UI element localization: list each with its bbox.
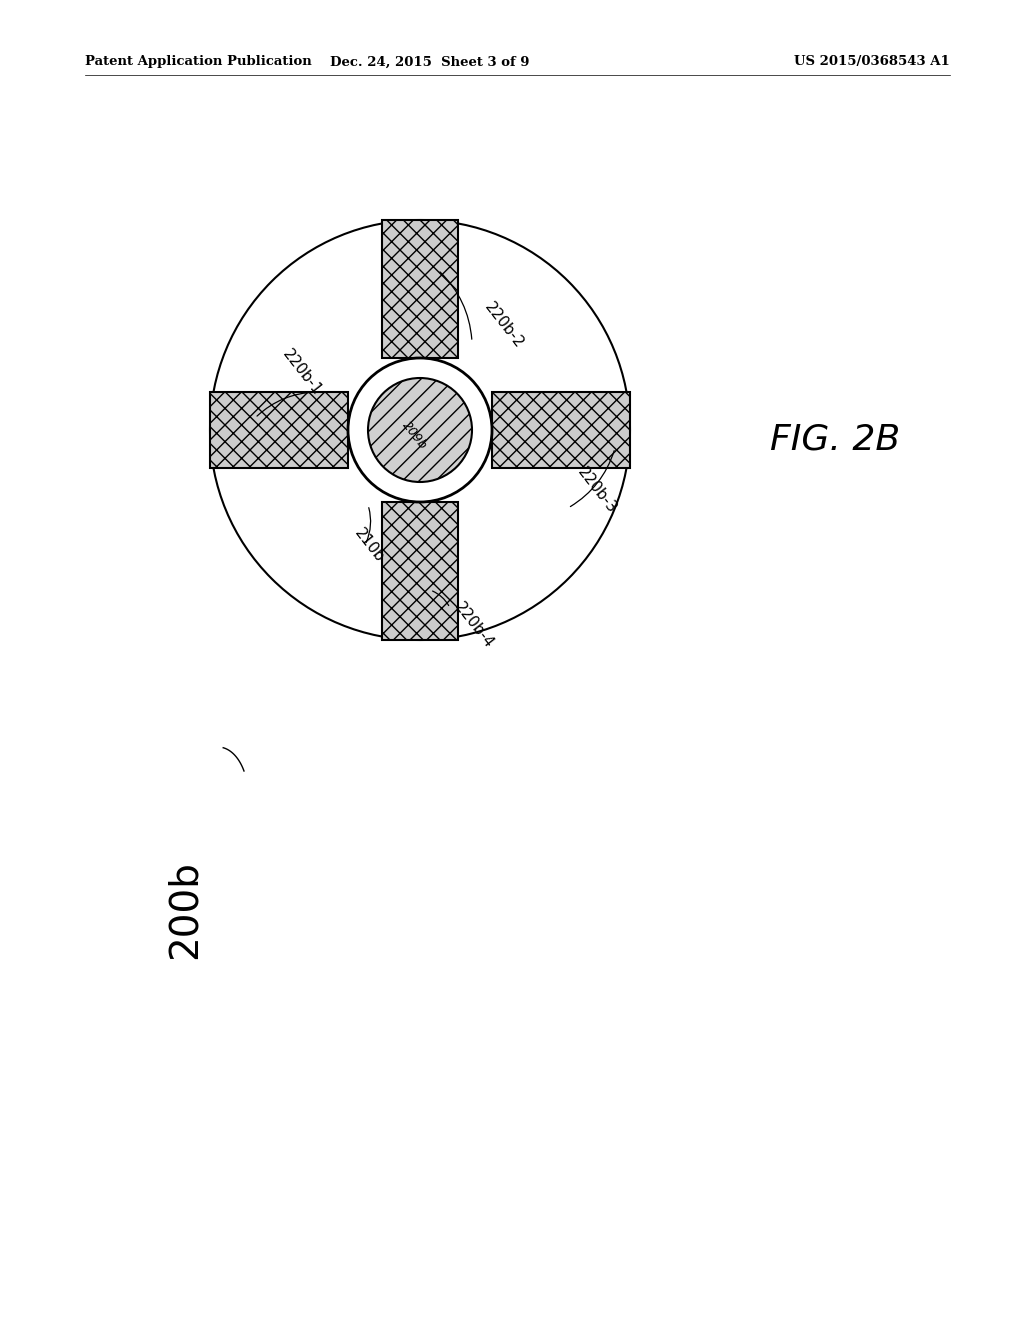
Bar xyxy=(382,220,458,358)
Bar xyxy=(210,392,348,469)
Circle shape xyxy=(348,358,492,502)
Text: 220b-2: 220b-2 xyxy=(482,300,527,351)
Text: 210b: 210b xyxy=(352,525,388,565)
Bar xyxy=(382,502,458,640)
Text: 209b: 209b xyxy=(400,418,430,451)
Text: Patent Application Publication: Patent Application Publication xyxy=(85,55,311,69)
Text: FIG. 2B: FIG. 2B xyxy=(770,422,900,457)
Bar xyxy=(492,392,630,469)
Circle shape xyxy=(368,378,472,482)
Text: Dec. 24, 2015  Sheet 3 of 9: Dec. 24, 2015 Sheet 3 of 9 xyxy=(331,55,529,69)
Text: 220b-3: 220b-3 xyxy=(575,465,620,516)
Text: 220b-1: 220b-1 xyxy=(280,346,325,397)
Text: 200b: 200b xyxy=(166,861,204,960)
Text: 220b-4: 220b-4 xyxy=(452,599,497,651)
Circle shape xyxy=(210,220,630,640)
Text: US 2015/0368543 A1: US 2015/0368543 A1 xyxy=(795,55,950,69)
